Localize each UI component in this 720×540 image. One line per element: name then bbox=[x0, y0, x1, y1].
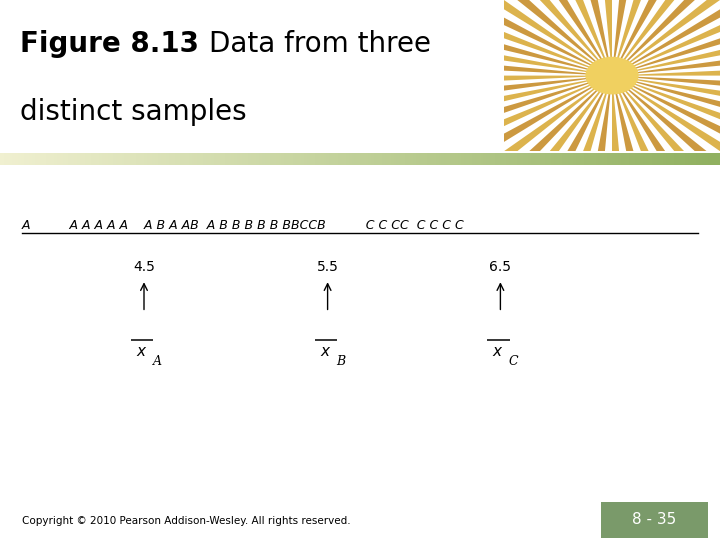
Polygon shape bbox=[321, 0, 612, 76]
Polygon shape bbox=[612, 0, 720, 76]
Polygon shape bbox=[355, 76, 612, 225]
Polygon shape bbox=[415, 76, 612, 264]
Polygon shape bbox=[612, 31, 720, 76]
Polygon shape bbox=[612, 76, 716, 295]
Text: Data from three: Data from three bbox=[209, 30, 431, 58]
Polygon shape bbox=[398, 0, 612, 76]
Polygon shape bbox=[612, 76, 720, 272]
Polygon shape bbox=[343, 0, 612, 76]
Polygon shape bbox=[612, 0, 720, 76]
Polygon shape bbox=[528, 76, 612, 298]
Polygon shape bbox=[369, 0, 612, 76]
Polygon shape bbox=[612, 76, 720, 189]
Polygon shape bbox=[612, 76, 720, 163]
Polygon shape bbox=[612, 0, 720, 76]
Text: 6.5: 6.5 bbox=[490, 260, 511, 274]
Polygon shape bbox=[549, 0, 612, 76]
Text: A          A A A A A    A B A AB  A B B B B B BBCCB          C C CC  C C C C: A A A A A A A B A AB A B B B B B BBCCB C… bbox=[22, 219, 464, 232]
Polygon shape bbox=[570, 76, 612, 302]
Polygon shape bbox=[488, 76, 612, 291]
Polygon shape bbox=[612, 76, 720, 134]
Text: B: B bbox=[336, 355, 345, 368]
Polygon shape bbox=[612, 61, 720, 76]
FancyBboxPatch shape bbox=[601, 502, 708, 538]
Polygon shape bbox=[450, 76, 612, 279]
Polygon shape bbox=[612, 0, 720, 76]
Text: 5.5: 5.5 bbox=[317, 260, 338, 274]
Polygon shape bbox=[612, 76, 720, 214]
Polygon shape bbox=[299, 76, 612, 148]
Polygon shape bbox=[612, 76, 720, 236]
Text: A: A bbox=[153, 355, 161, 368]
Polygon shape bbox=[612, 0, 720, 76]
Polygon shape bbox=[312, 76, 612, 176]
Text: 4.5: 4.5 bbox=[133, 260, 155, 274]
Polygon shape bbox=[432, 0, 612, 76]
Polygon shape bbox=[612, 76, 633, 302]
Polygon shape bbox=[305, 0, 612, 76]
Polygon shape bbox=[288, 76, 612, 90]
Polygon shape bbox=[331, 76, 612, 201]
Text: 8 - 35: 8 - 35 bbox=[632, 512, 677, 526]
Text: $x$: $x$ bbox=[492, 345, 504, 359]
Polygon shape bbox=[612, 76, 720, 255]
Polygon shape bbox=[291, 76, 612, 120]
Polygon shape bbox=[612, 3, 720, 76]
Polygon shape bbox=[612, 76, 720, 105]
Text: distinct samples: distinct samples bbox=[20, 98, 247, 126]
Text: Figure 8.13: Figure 8.13 bbox=[20, 30, 199, 58]
Circle shape bbox=[586, 57, 638, 94]
Polygon shape bbox=[612, 0, 720, 76]
Polygon shape bbox=[612, 0, 720, 76]
Polygon shape bbox=[383, 76, 612, 246]
Polygon shape bbox=[612, 0, 654, 76]
Polygon shape bbox=[612, 76, 720, 285]
Polygon shape bbox=[508, 0, 612, 76]
Polygon shape bbox=[469, 0, 612, 76]
Polygon shape bbox=[612, 0, 696, 76]
Polygon shape bbox=[289, 46, 612, 76]
Text: Copyright © 2010 Pearson Addison-Wesley. All rights reserved.: Copyright © 2010 Pearson Addison-Wesley.… bbox=[22, 516, 350, 525]
Text: $x$: $x$ bbox=[136, 345, 148, 359]
Text: $x$: $x$ bbox=[320, 345, 331, 359]
Text: C: C bbox=[508, 355, 518, 368]
Polygon shape bbox=[591, 0, 612, 76]
Polygon shape bbox=[612, 76, 675, 300]
Polygon shape bbox=[294, 17, 612, 76]
